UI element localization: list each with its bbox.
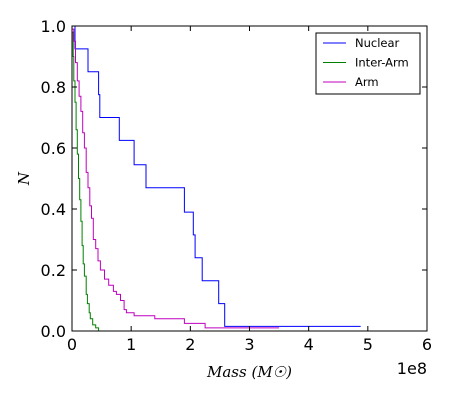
x-tick-label: 4 bbox=[304, 335, 314, 354]
x-tick-label: 1 bbox=[126, 335, 136, 354]
x-tick-label: 2 bbox=[185, 335, 195, 354]
series-line-nuclear bbox=[72, 25, 361, 327]
y-tick-label: 0.4 bbox=[41, 200, 66, 219]
y-axis-label: N bbox=[15, 171, 33, 186]
legend-label-arm: Arm bbox=[355, 75, 379, 89]
x-axis-label: Mass (M☉) bbox=[206, 363, 292, 381]
y-tick-label: 0.0 bbox=[41, 322, 66, 341]
plot-series-group bbox=[72, 25, 361, 331]
legend-label-inter-arm: Inter-Arm bbox=[355, 56, 409, 70]
tick-group: 0 1 2 3 4 5 6 0.0 0.2 0.4 0.6 0.8 1.0 bbox=[41, 17, 433, 354]
x-tick-label: 0 bbox=[67, 335, 77, 354]
y-tick-label: 0.2 bbox=[41, 261, 66, 280]
y-tick-label: 0.6 bbox=[41, 139, 66, 158]
series-line-arm bbox=[72, 28, 280, 329]
x-tick-label: 5 bbox=[363, 335, 373, 354]
legend: Nuclear Inter-Arm Arm bbox=[315, 32, 421, 95]
x-tick-label: 3 bbox=[244, 335, 254, 354]
y-tick-label: 1.0 bbox=[41, 17, 66, 36]
series-line-inter-arm bbox=[72, 31, 100, 331]
y-tick-label: 0.8 bbox=[41, 78, 66, 97]
x-axis-offset-label: 1e8 bbox=[397, 359, 427, 378]
x-tick-label: 6 bbox=[422, 335, 432, 354]
legend-label-nuclear: Nuclear bbox=[355, 36, 400, 50]
